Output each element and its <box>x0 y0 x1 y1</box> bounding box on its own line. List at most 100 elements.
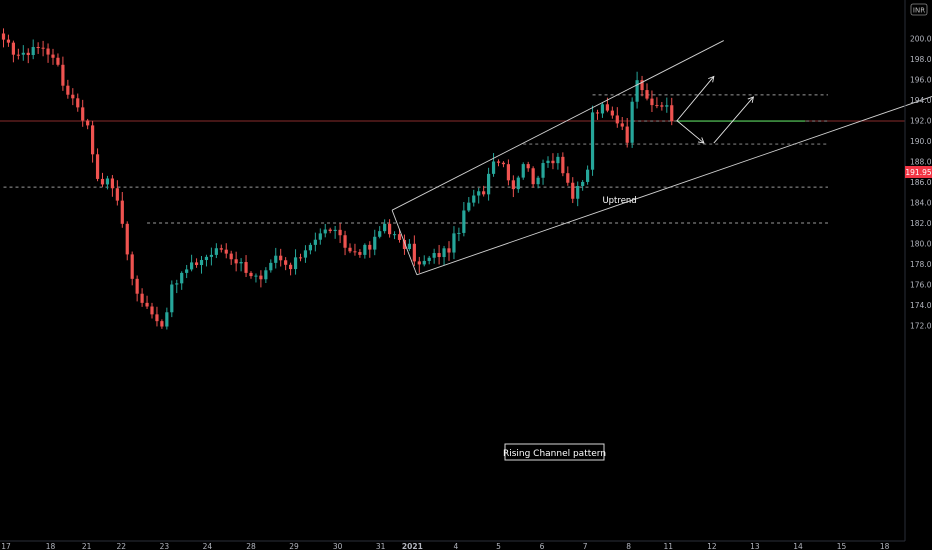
pattern-title-box: Rising Channel pattern <box>503 443 606 461</box>
candle-body <box>71 94 75 99</box>
currency-badge-label: INR <box>913 7 925 15</box>
candle-body <box>551 160 555 164</box>
time-tick-label: 14 <box>793 542 803 550</box>
projection-arrow-head <box>697 137 705 144</box>
candle-body <box>506 164 510 181</box>
price-tick-label: 174.00 <box>910 301 932 310</box>
time-tick-label: 4 <box>454 542 459 550</box>
candle-body <box>467 202 471 211</box>
price-tick-label: 178.00 <box>910 260 932 269</box>
candle-body <box>546 160 550 164</box>
candle-body <box>397 234 402 240</box>
price-tick-label: 188.00 <box>910 158 932 167</box>
candle-body <box>16 54 20 56</box>
candle-body <box>422 260 426 265</box>
candle-body <box>298 257 303 259</box>
candle-body <box>274 255 278 263</box>
time-tick-label: 17 <box>1 542 11 550</box>
candle-body <box>264 270 268 280</box>
time-tick-label: 18 <box>880 542 890 550</box>
candle-body <box>175 283 179 285</box>
candle-body <box>165 312 169 327</box>
price-axis[interactable]: 172.00 174.00 176.00 178.00 180.00 182.00 184.… <box>910 35 932 331</box>
candle-body <box>219 248 223 250</box>
time-tick-label: 29 <box>289 542 299 550</box>
candle-body <box>462 210 466 233</box>
time-tick-label: 21 <box>82 542 92 550</box>
candle-body <box>110 178 114 189</box>
candle-body <box>209 254 213 257</box>
candle-body <box>86 120 90 126</box>
price-tick-label: 200.00 <box>910 35 932 44</box>
candle-body <box>199 260 204 266</box>
candle-body <box>615 115 619 124</box>
candle-body <box>556 156 560 164</box>
candle-body <box>343 235 347 248</box>
last-price-tag <box>905 166 932 178</box>
time-tick-label: 5 <box>496 542 501 550</box>
projection-arrow-head <box>708 75 715 83</box>
price-tick-label: 192.00 <box>910 117 932 126</box>
candle-body <box>625 126 629 143</box>
candle-body <box>526 164 530 169</box>
candle-body <box>491 161 496 174</box>
candle-body <box>91 125 95 155</box>
candle-body <box>155 314 159 322</box>
price-tick-label: 186.00 <box>910 178 932 187</box>
candle-body <box>442 248 446 258</box>
candle-body <box>378 231 382 237</box>
candle-body <box>338 229 342 236</box>
candle-body <box>348 247 352 252</box>
time-tick-label: 6 <box>540 542 545 550</box>
candle-body <box>180 272 184 284</box>
candle-body <box>6 39 11 43</box>
candle-body <box>487 173 491 195</box>
price-label: 191.95 <box>905 166 932 178</box>
candle-body <box>640 80 644 91</box>
candle-body <box>665 105 669 107</box>
candle-body <box>333 229 337 232</box>
price-tick-label: 180.00 <box>910 240 932 249</box>
candle-body <box>51 54 55 58</box>
candle-body <box>581 181 585 187</box>
candle-body <box>130 254 134 279</box>
projection-arrow-head <box>747 96 755 103</box>
candle-body <box>204 256 209 261</box>
candle-body <box>229 253 233 260</box>
currency-badge[interactable]: INR <box>910 3 928 16</box>
candle-body <box>566 173 570 183</box>
candle-body <box>571 182 575 199</box>
projection-arrow-line <box>676 76 715 122</box>
candle-body <box>536 177 540 185</box>
candle-body <box>452 233 456 253</box>
candle-body <box>447 248 451 253</box>
candle-body <box>145 302 149 307</box>
candle-body <box>388 223 392 235</box>
candle-body <box>244 262 248 273</box>
time-axis[interactable]: 17 18 21 22 23 24 28 29 30 31 2021 4 5 6 7 8 11 12 13 14 15 1… <box>1 542 889 550</box>
candle-body <box>531 168 535 185</box>
candle-body <box>457 232 461 234</box>
time-tick-label: 12 <box>707 542 717 550</box>
candle-body <box>511 180 515 190</box>
currency-badge-box <box>910 3 928 16</box>
candle-body <box>368 244 372 250</box>
candle-body <box>576 186 580 199</box>
price-tick-label: 172.00 <box>910 322 932 331</box>
candle-body <box>254 275 258 277</box>
time-tick-label: 23 <box>160 542 170 550</box>
candle-body <box>670 105 674 122</box>
candle-body <box>482 191 486 195</box>
time-tick-label: 15 <box>837 542 847 550</box>
candle-body <box>160 321 164 327</box>
candles <box>1 28 674 330</box>
candle-body <box>66 85 70 95</box>
candle-body <box>472 195 476 203</box>
candle-body <box>655 105 659 107</box>
candle-body <box>303 250 308 258</box>
candle-body <box>496 161 501 163</box>
candle-body <box>269 262 273 271</box>
candle-body <box>635 80 639 102</box>
candle-body <box>660 105 664 107</box>
